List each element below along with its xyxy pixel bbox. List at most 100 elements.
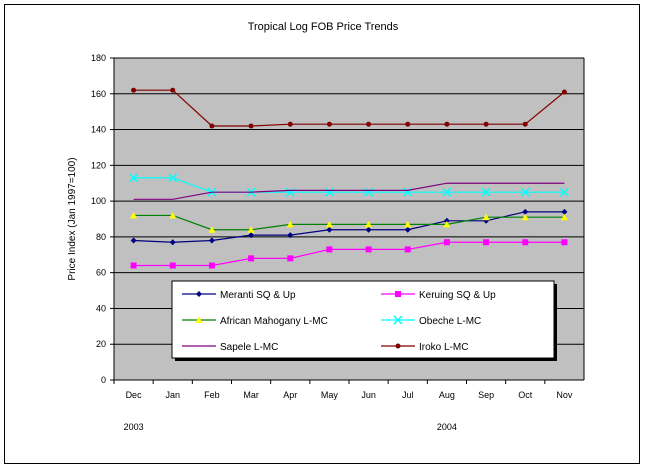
data-point xyxy=(196,291,202,297)
x-tick-label: Mar xyxy=(243,390,259,400)
data-point xyxy=(287,255,294,262)
series xyxy=(133,182,565,200)
data-point xyxy=(560,213,568,221)
y-tick-label: 100 xyxy=(91,196,106,206)
data-point xyxy=(287,121,293,127)
data-point xyxy=(247,226,255,233)
data-point xyxy=(131,87,137,93)
data-point xyxy=(248,232,255,239)
legend: Meranti SQ & Up Keruing SQ & Up African Ma… xyxy=(171,280,557,361)
legend-label: Keruing SQ & Up xyxy=(419,290,496,301)
data-point xyxy=(443,217,450,224)
legend-item: Keruing SQ & Up xyxy=(381,290,496,301)
data-point xyxy=(130,211,138,219)
legend-label: Meranti SQ & Up xyxy=(220,290,296,301)
x-tick-label: Sep xyxy=(478,390,494,400)
data-point xyxy=(195,316,203,323)
data-point xyxy=(442,187,452,197)
legend-box xyxy=(171,280,555,359)
data-point xyxy=(208,226,216,233)
data-point xyxy=(208,262,215,269)
data-point xyxy=(483,239,490,246)
year-label: 2004 xyxy=(437,422,457,432)
data-point xyxy=(248,255,255,262)
x-tick-label: Dec xyxy=(126,390,143,400)
data-point xyxy=(365,246,372,253)
data-point xyxy=(393,315,403,325)
axes xyxy=(113,57,585,384)
data-point xyxy=(561,89,567,95)
data-point xyxy=(129,173,139,183)
data-point xyxy=(168,173,178,183)
data-point xyxy=(324,187,334,197)
series xyxy=(129,173,569,197)
legend-label: Iroko L-MC xyxy=(419,342,468,353)
data-point xyxy=(522,121,528,127)
legend-label: Obeche L-MC xyxy=(419,316,481,327)
data-point xyxy=(482,213,490,221)
data-point xyxy=(444,121,450,127)
x-tick-label: Feb xyxy=(204,390,220,400)
legend-item: African Mahogany L-MC xyxy=(182,316,328,327)
data-point xyxy=(169,262,176,269)
data-point xyxy=(404,246,411,253)
data-point xyxy=(130,237,137,244)
x-tick-label: Aug xyxy=(439,390,455,400)
legend-item: Iroko L-MC xyxy=(381,342,468,353)
data-point xyxy=(169,211,177,219)
legend-item: Obeche L-MC xyxy=(381,315,481,327)
data-point xyxy=(326,226,333,233)
data-point xyxy=(285,187,295,197)
series xyxy=(130,239,568,269)
data-point xyxy=(559,187,569,197)
y-tick-label: 140 xyxy=(91,125,106,135)
x-tick-labels: Dec Jan Feb Mar Apr May Jun Jul Aug Sep Oct Nov xyxy=(126,390,573,400)
y-tick-label: 60 xyxy=(96,268,106,278)
data-point xyxy=(483,121,489,127)
data-point xyxy=(522,239,529,246)
y-tick-label: 160 xyxy=(91,89,106,99)
data-point xyxy=(130,262,137,269)
year-label: 2003 xyxy=(124,422,144,432)
data-point xyxy=(325,220,333,228)
year-labels: 2003 2004 xyxy=(124,422,457,432)
series xyxy=(129,87,569,269)
data-point xyxy=(395,343,401,349)
data-point xyxy=(405,121,411,127)
data-point xyxy=(520,187,530,197)
data-point xyxy=(326,246,333,253)
data-point xyxy=(365,220,373,228)
data-point xyxy=(209,123,215,129)
data-point xyxy=(443,239,450,246)
x-tick-label: Nov xyxy=(556,390,573,400)
series-line xyxy=(133,177,565,193)
data-point xyxy=(326,121,332,127)
data-point xyxy=(404,220,412,228)
x-tick-label: May xyxy=(321,390,339,400)
series-line xyxy=(133,89,565,127)
data-point xyxy=(561,239,568,246)
series-line xyxy=(133,211,565,243)
series xyxy=(130,208,568,246)
data-point xyxy=(404,226,411,233)
legend-item: Meranti SQ & Up xyxy=(182,290,296,301)
data-point xyxy=(395,291,401,297)
series-line xyxy=(133,241,565,267)
data-point xyxy=(170,87,176,93)
data-point xyxy=(248,123,254,129)
y-tick-label: 40 xyxy=(96,303,106,313)
data-point xyxy=(169,239,176,246)
y-tick-label: 80 xyxy=(96,232,106,242)
x-tick-label: Jun xyxy=(361,390,376,400)
x-tick-label: Jan xyxy=(165,390,180,400)
data-point xyxy=(443,220,451,228)
legend-label: African Mahogany L-MC xyxy=(220,316,328,327)
series-line xyxy=(133,214,565,231)
data-point xyxy=(366,121,372,127)
x-tick-label: Apr xyxy=(283,390,297,400)
data-point xyxy=(561,208,568,215)
series-line xyxy=(133,182,565,200)
data-point xyxy=(365,226,372,233)
legend-label: Sapele L-MC xyxy=(220,342,278,353)
data-point xyxy=(287,232,294,239)
